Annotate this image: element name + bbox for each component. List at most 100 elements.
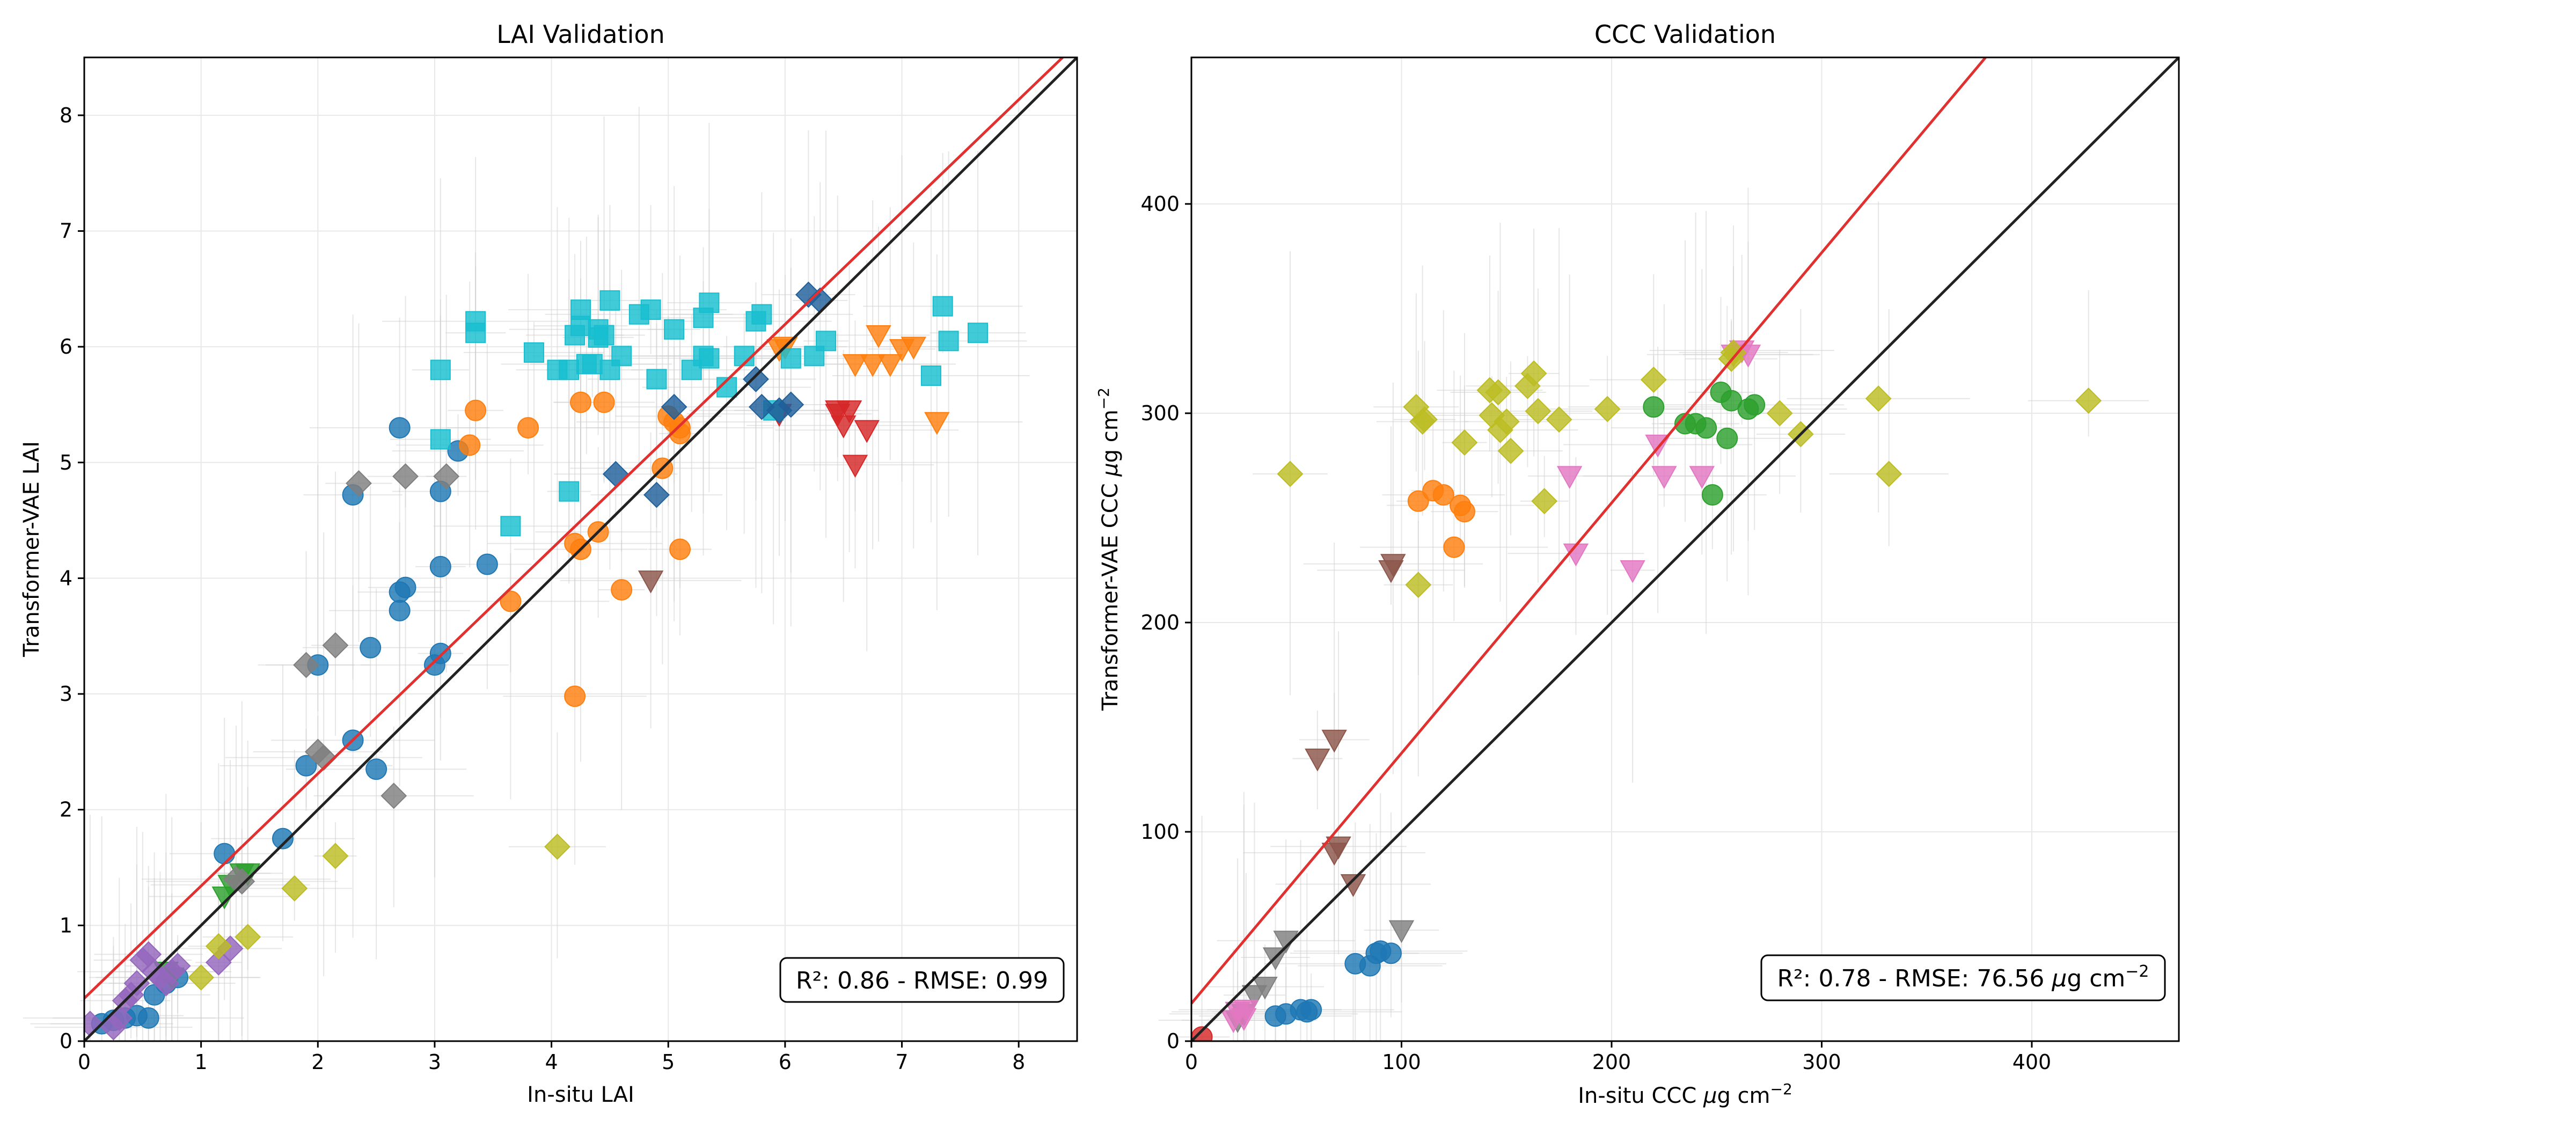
data-point bbox=[1620, 560, 1645, 583]
x-tick-label: 0 bbox=[1185, 1050, 1198, 1074]
data-point bbox=[188, 964, 215, 991]
data-point bbox=[932, 296, 953, 317]
data-point bbox=[1405, 572, 1432, 598]
ccc-validation-panel: CCC Validation 0 100 200 300 400 0 100 200 300 40… bbox=[1095, 20, 2180, 1108]
y-axis-label: Transformer-VAE LAI bbox=[19, 441, 44, 657]
x-axis-label: In-situ CCC μg cm−2 bbox=[1578, 1080, 1792, 1108]
y-tick-label: 4 bbox=[60, 566, 72, 590]
data-point bbox=[1305, 748, 1330, 772]
data-point bbox=[669, 538, 691, 560]
axis-ticks: 0 100 200 300 400 0 100 200 300 400 bbox=[1140, 192, 2051, 1074]
x-tick-label: 400 bbox=[2012, 1050, 2052, 1074]
x-tick-label: 7 bbox=[895, 1050, 908, 1074]
data-point bbox=[968, 323, 988, 343]
data-point bbox=[570, 316, 591, 336]
data-point bbox=[392, 463, 419, 490]
x-tick-label: 1 bbox=[195, 1050, 208, 1074]
data-point bbox=[1640, 367, 1667, 393]
data-point bbox=[564, 685, 586, 707]
data-point bbox=[389, 599, 411, 621]
data-point bbox=[1485, 379, 1511, 406]
data-point bbox=[1716, 427, 1738, 449]
data-point bbox=[842, 354, 868, 377]
data-points bbox=[1191, 339, 2102, 1041]
data-point bbox=[816, 331, 837, 352]
data-point bbox=[1233, 999, 1259, 1023]
data-point bbox=[638, 570, 664, 594]
one-to-one-line bbox=[1191, 57, 2179, 1041]
data-point bbox=[523, 342, 544, 363]
data-point bbox=[593, 391, 615, 413]
data-point bbox=[365, 758, 387, 780]
plot-frame bbox=[1190, 56, 2180, 1042]
y-tick-label: 100 bbox=[1140, 820, 1180, 844]
x-tick-label: 3 bbox=[428, 1050, 441, 1074]
reference-lines bbox=[84, 57, 1077, 1041]
data-point bbox=[1380, 554, 1406, 577]
data-point bbox=[295, 755, 317, 777]
reference-lines bbox=[1191, 57, 2179, 1041]
data-point bbox=[394, 576, 416, 598]
data-point bbox=[465, 323, 486, 343]
x-tick-label: 5 bbox=[662, 1050, 675, 1074]
data-point bbox=[500, 516, 521, 537]
y-tick-label: 5 bbox=[60, 451, 72, 474]
data-point bbox=[646, 369, 667, 390]
data-point bbox=[272, 828, 294, 850]
data-point bbox=[235, 924, 261, 950]
data-point bbox=[877, 354, 903, 377]
data-point bbox=[866, 325, 891, 348]
data-point bbox=[938, 331, 959, 352]
data-point bbox=[500, 590, 522, 612]
x-tick-label: 200 bbox=[1592, 1050, 1631, 1074]
data-point bbox=[1451, 429, 1478, 456]
data-point bbox=[1453, 501, 1475, 523]
data-point bbox=[669, 417, 691, 439]
data-point bbox=[476, 553, 498, 575]
data-point bbox=[1443, 536, 1465, 558]
y-tick-label: 2 bbox=[60, 798, 72, 822]
data-point bbox=[570, 391, 591, 413]
data-point bbox=[1497, 437, 1524, 464]
metrics-annotation: R²: 0.78 - RMSE: 76.56 μg cm−2 bbox=[1760, 954, 2166, 1001]
data-point bbox=[1865, 385, 1892, 412]
x-tick-label: 0 bbox=[78, 1050, 91, 1074]
data-point bbox=[559, 481, 580, 502]
data-point bbox=[1300, 999, 1322, 1021]
data-point bbox=[1411, 406, 1438, 433]
data-point bbox=[664, 319, 685, 340]
data-point bbox=[748, 393, 775, 420]
y-tick-label: 0 bbox=[60, 1029, 72, 1053]
y-tick-label: 300 bbox=[1140, 401, 1180, 425]
plot-frame bbox=[83, 56, 1078, 1042]
data-point bbox=[842, 455, 868, 478]
y-tick-label: 0 bbox=[1167, 1029, 1180, 1053]
data-point bbox=[380, 782, 407, 809]
data-point bbox=[2075, 387, 2102, 414]
data-point bbox=[588, 327, 609, 348]
data-point bbox=[205, 949, 232, 976]
y-tick-label: 8 bbox=[60, 104, 72, 127]
data-point bbox=[920, 365, 941, 386]
lai-validation-panel: LAI Validation 0 1 2 3 4 5 6 7 8 0 1 2 3 4 5 6 7 8 In-sit… bbox=[19, 20, 1078, 1107]
x-tick-label: 4 bbox=[545, 1050, 558, 1074]
data-point bbox=[459, 434, 481, 456]
data-point bbox=[1326, 836, 1351, 860]
chart-title: LAI Validation bbox=[496, 20, 665, 49]
data-point bbox=[1695, 417, 1717, 439]
data-point bbox=[1766, 400, 1793, 427]
data-point bbox=[1407, 490, 1429, 512]
data-point bbox=[582, 354, 603, 375]
data-point bbox=[1277, 460, 1304, 487]
data-point bbox=[559, 360, 580, 380]
metrics-annotation: R²: 0.86 - RMSE: 0.99 bbox=[779, 957, 1065, 1003]
data-point bbox=[433, 463, 460, 490]
data-point bbox=[599, 360, 620, 380]
data-point bbox=[137, 1007, 159, 1029]
data-point bbox=[1876, 460, 1902, 487]
data-point bbox=[599, 290, 620, 311]
svg-text:R²: 0.86 - RMSE: 0.99: R²: 0.86 - RMSE: 0.99 bbox=[796, 967, 1048, 994]
data-point bbox=[544, 833, 570, 860]
data-point bbox=[825, 404, 851, 427]
